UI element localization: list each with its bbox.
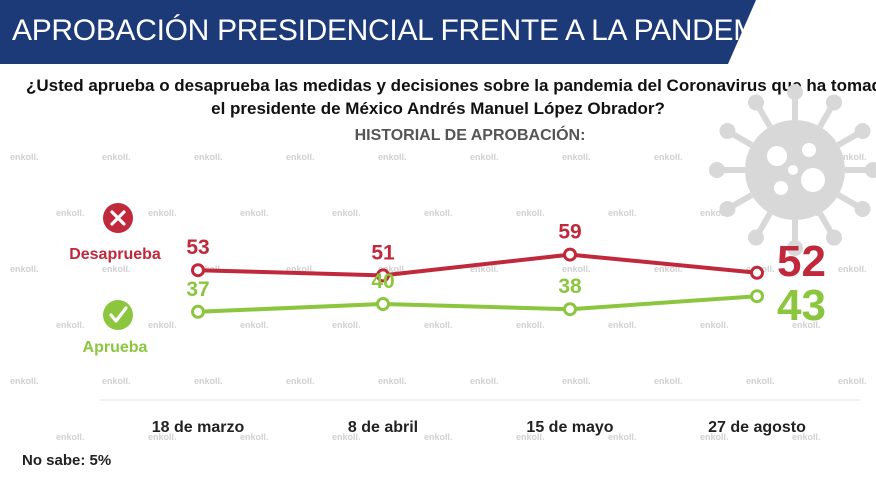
watermark-text: enkoll. — [286, 376, 315, 386]
watermark-text: enkoll. — [562, 376, 591, 386]
watermark-text: enkoll. — [516, 320, 545, 330]
x-tick-label: 8 de abril — [348, 419, 418, 436]
data-label: 40 — [371, 270, 394, 293]
question-text: ¿Usted aprueba o desaprueba las medidas … — [0, 74, 876, 120]
watermark-text: enkoll. — [424, 432, 453, 442]
data-point — [376, 297, 390, 311]
watermark-text: enkoll. — [378, 152, 407, 162]
footnote: No sabe: 5% — [22, 452, 112, 469]
watermark-text: enkoll. — [424, 320, 453, 330]
watermark-text: enkoll. — [654, 264, 683, 274]
x-axis-categories: 18 de marzo 8 de abril 15 de mayo 27 de ago… — [152, 419, 806, 436]
watermark-text: enkoll. — [286, 264, 315, 274]
watermark-text: enkoll. — [608, 208, 637, 218]
watermark-text: enkoll. — [148, 208, 177, 218]
watermark-text: enkoll. — [838, 376, 867, 386]
watermark-text: enkoll. — [240, 208, 269, 218]
watermark-text: enkoll. — [424, 208, 453, 218]
latest-value-label: 52 — [777, 237, 826, 286]
watermark-text: enkoll. — [102, 264, 131, 274]
watermark-text: enkoll. — [10, 376, 39, 386]
data-label: 37 — [186, 278, 209, 301]
data-label: 51 — [371, 241, 395, 264]
x-icon — [103, 203, 133, 233]
watermark-text: enkoll. — [148, 432, 177, 442]
watermark-text: enkoll. — [240, 320, 269, 330]
data-label: 53 — [186, 236, 209, 259]
data-label: 59 — [558, 221, 581, 244]
watermark-text: enkoll. — [10, 264, 39, 274]
latest-value-label: 43 — [777, 281, 826, 330]
watermark-text: enkoll. — [516, 432, 545, 442]
watermark-text: enkoll. — [148, 320, 177, 330]
chart-subtitle: HISTORIAL DE APROBACIÓN: — [354, 127, 586, 144]
data-point — [191, 263, 205, 278]
page-title: APROBACIÓN PRESIDENCIAL FRENTE A LA PAND… — [12, 14, 786, 47]
watermark-text: enkoll. — [102, 376, 131, 386]
watermark-text: enkoll. — [654, 152, 683, 162]
x-tick-label: 27 de agosto — [708, 419, 806, 436]
watermark-text: enkoll. — [378, 264, 407, 274]
title-banner — [0, 0, 756, 64]
watermark-text: enkoll. — [194, 152, 223, 162]
question-line-1: ¿Usted aprueba o desaprueba las medidas … — [26, 76, 876, 95]
watermark-text: enkoll. — [792, 432, 821, 442]
virus-icon — [709, 84, 876, 256]
watermark-text: enkoll. — [700, 320, 729, 330]
watermark-text: enkoll. — [838, 152, 867, 162]
watermark-text: enkoll. — [56, 208, 85, 218]
watermark-text: enkoll. — [838, 264, 867, 274]
x-tick-label: 15 de mayo — [526, 419, 613, 436]
watermark-text: enkoll. — [332, 320, 361, 330]
watermark-text: enkoll. — [10, 152, 39, 162]
watermark-text: enkoll. — [746, 376, 775, 386]
series-line-desaprueba — [197, 252, 758, 278]
question-line-2: el presidente de México Andrés Manuel Ló… — [211, 99, 665, 118]
watermark-text: enkoll. — [470, 152, 499, 162]
watermark-text: enkoll. — [332, 208, 361, 218]
series-line-aprueba — [197, 294, 758, 314]
watermark-text: enkoll. — [194, 376, 223, 386]
watermark-text: enkoll. — [562, 264, 591, 274]
watermark-text: enkoll. — [56, 320, 85, 330]
watermark-text: enkoll. — [286, 152, 315, 162]
watermark-text: enkoll. — [56, 432, 85, 442]
data-point — [563, 302, 577, 317]
watermark-text: enkoll. — [470, 376, 499, 386]
data-label: 38 — [558, 275, 582, 298]
data-point — [750, 265, 764, 280]
data-point — [563, 247, 577, 262]
watermark-text: enkoll. — [608, 432, 637, 442]
watermark-text: enkoll. — [654, 376, 683, 386]
watermark-text: enkoll. — [792, 320, 821, 330]
watermark-text: enkoll. — [470, 264, 499, 274]
series-layer: 53 51 59 52 37 40 38 43 — [186, 221, 826, 330]
data-point — [376, 268, 390, 283]
watermark-text: enkoll. — [700, 208, 729, 218]
watermark-text: enkoll. — [102, 152, 131, 162]
watermark-text: enkoll. — [516, 208, 545, 218]
watermark-text: enkoll. — [562, 152, 591, 162]
x-tick-label: 18 de marzo — [152, 419, 245, 436]
check-icon — [103, 300, 133, 330]
watermark-text: enkoll. — [608, 320, 637, 330]
watermark-text: enkoll. — [378, 376, 407, 386]
legend-label: Desaprueba — [69, 246, 161, 263]
legend-label: Aprueba — [83, 339, 148, 356]
data-point — [750, 289, 764, 304]
legend: Desaprueba Aprueba — [69, 203, 161, 356]
data-point — [191, 304, 205, 319]
watermark-text: enkoll. — [700, 432, 729, 442]
watermark-text: enkoll. — [240, 432, 269, 442]
watermark-text: enkoll. — [332, 432, 361, 442]
